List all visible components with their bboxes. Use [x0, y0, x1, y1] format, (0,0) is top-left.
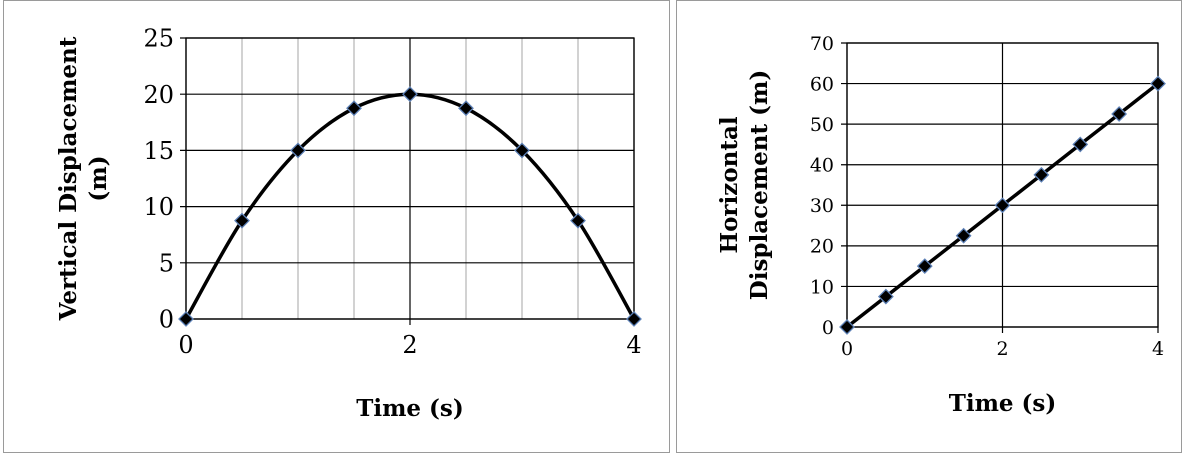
vertical-displacement-plot: 0 5 10 15 20 25 0 2 4 Time (s) Vertical Displaceme… — [55, 25, 642, 422]
data-point-marker — [570, 212, 586, 229]
y-axis-title-line: Displacement (m) — [746, 70, 773, 300]
x-axis-title: Time (s) — [949, 390, 1057, 417]
y-tick-label: 70 — [810, 33, 834, 55]
y-axis-title-line: Horizontal — [716, 116, 743, 254]
data-point-marker — [514, 142, 530, 159]
y-tick-label: 50 — [810, 114, 834, 136]
plot-area-border — [185, 37, 635, 320]
data-point-marker — [1111, 106, 1128, 122]
y-tick-label: 20 — [143, 81, 174, 109]
data-point-marker — [994, 197, 1011, 214]
y-tick-label: 20 — [810, 236, 834, 258]
y-tick-label: 15 — [143, 137, 174, 165]
data-point-marker — [234, 212, 250, 229]
data-point-marker — [877, 288, 894, 305]
data-point-marker — [290, 142, 306, 159]
x-tick-label: 0 — [178, 331, 193, 359]
y-tick-label: 10 — [143, 193, 174, 221]
x-tick-label: 0 — [841, 338, 853, 360]
data-point-marker — [916, 258, 933, 275]
y-tick-label: 60 — [810, 73, 834, 95]
y-tick-label: 5 — [159, 249, 174, 277]
y-tick-label: 10 — [810, 276, 834, 298]
x-tick-label: 2 — [402, 331, 417, 359]
y-axis-title-line: (m) — [85, 155, 112, 201]
y-tick-label: 40 — [810, 155, 834, 177]
x-tick-label: 4 — [626, 331, 641, 359]
data-point-marker — [458, 100, 474, 117]
y-tick-label: 0 — [159, 306, 174, 334]
data-point-marker — [346, 100, 362, 117]
data-point-marker — [839, 319, 855, 335]
data-point-marker — [402, 86, 418, 103]
horizontal-displacement-plot: 0 10 20 30 40 50 60 70 0 2 4 Time (s) Horizontal Disp… — [716, 33, 1166, 417]
horizontal-displacement-chart: 0 10 20 30 40 50 60 70 0 2 4 Time (s) Horizontal Disp… — [676, 0, 1182, 453]
y-tick-label: 30 — [810, 195, 834, 217]
vertical-displacement-chart: 0 5 10 15 20 25 0 2 4 Time (s) Vertical Displaceme… — [3, 0, 670, 453]
data-point-marker — [955, 227, 972, 244]
data-point-marker — [1072, 136, 1089, 153]
data-point-marker — [178, 311, 194, 327]
y-axis-title-line: Vertical Displacement — [55, 36, 82, 321]
plot-area-border — [846, 42, 1159, 328]
y-tick-label: 0 — [822, 317, 834, 339]
data-point-marker — [1033, 166, 1050, 183]
data-point-marker — [1150, 75, 1166, 92]
x-axis-title: Time (s) — [356, 395, 464, 422]
x-tick-label: 4 — [1152, 338, 1164, 360]
y-tick-label: 25 — [143, 25, 174, 53]
x-tick-label: 2 — [996, 338, 1008, 360]
data-point-marker — [626, 311, 642, 327]
